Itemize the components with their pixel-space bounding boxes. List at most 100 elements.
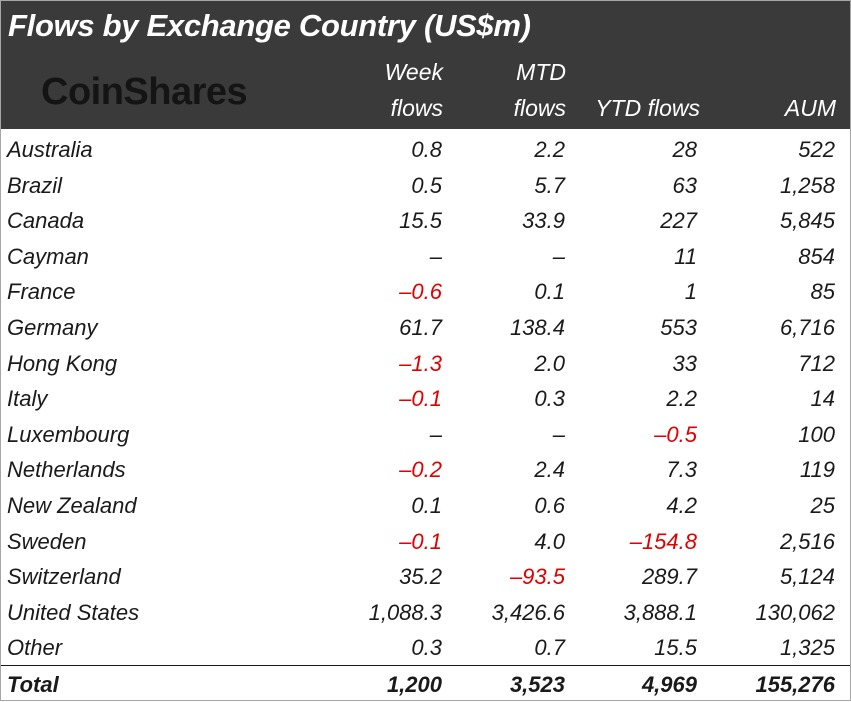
table-row: Canada 15.5 33.9 227 5,845 <box>1 202 850 238</box>
country-name-cell: New Zealand <box>7 493 137 518</box>
aum-cell: 14 <box>810 386 835 412</box>
aum-cell: 854 <box>798 243 835 269</box>
total-divider <box>1 665 850 666</box>
week-flows-cell: –0.1 <box>399 528 442 554</box>
country-name-cell: Australia <box>7 137 93 162</box>
week-flows-cell: –0.1 <box>399 386 442 412</box>
aum-cell: 5,845 <box>779 208 835 234</box>
mtd-flows-cell: 0.7 <box>534 635 565 661</box>
table-title: Flows by Exchange Country (US$m) <box>8 8 531 43</box>
column-header-line2: flows <box>513 95 566 121</box>
ytd-flows-cell: –0.5 <box>654 421 697 447</box>
ytd-flows-cell: 4.2 <box>666 493 697 518</box>
column-header-line1: MTD <box>516 59 566 85</box>
ytd-flows-cell: 553 <box>660 315 697 340</box>
mtd-flows-cell: 33.9 <box>522 208 565 234</box>
country-name-cell: United States <box>7 599 140 625</box>
ytd-flows-cell: 227 <box>660 208 697 234</box>
country-name-cell: Brazil <box>7 172 63 198</box>
country-name-cell: Netherlands <box>7 457 126 483</box>
mtd-flows-cell: 0.3 <box>534 386 565 412</box>
ytd-flows-cell: 7.3 <box>666 457 697 483</box>
aum-cell: 100 <box>798 421 835 447</box>
mtd-flows-cell: 4.0 <box>534 528 565 554</box>
ytd-flows-cell: 63 <box>672 172 697 198</box>
ytd-flows-cell: 2.2 <box>666 386 697 412</box>
table-row: Germany 61.7 138.4 553 6,716 <box>1 309 850 345</box>
table-row: Other 0.3 0.7 15.5 1,325 <box>1 629 850 665</box>
aum-cell: 522 <box>798 137 835 162</box>
column-header-line2: AUM <box>784 95 836 121</box>
week-flows-cell: 35.2 <box>399 564 442 590</box>
total-mtd-flows: 3,523 <box>509 672 565 697</box>
ytd-flows-cell: 15.5 <box>654 635 697 661</box>
table-row: Switzerland 35.2 –93.5 289.7 5,124 <box>1 558 850 594</box>
table-row: Luxembourg – – –0.5 100 <box>1 416 850 452</box>
total-ytd-flows: 4,969 <box>641 672 697 697</box>
total-week-flows: 1,200 <box>386 672 442 697</box>
aum-cell: 5,124 <box>779 564 835 590</box>
mtd-flows-cell: 2.2 <box>534 137 565 162</box>
mtd-flows-cell: 138.4 <box>509 315 565 340</box>
mtd-flows-cell: 2.0 <box>534 350 565 376</box>
week-flows-cell: 61.7 <box>399 315 442 340</box>
country-name-cell: Canada <box>7 208 85 234</box>
country-name-cell: Cayman <box>7 243 89 269</box>
table-row: Australia 0.8 2.2 28 522 <box>1 131 850 167</box>
country-name-cell: Sweden <box>7 528 87 554</box>
mtd-flows-cell: 0.6 <box>534 493 565 518</box>
column-header-ytd-flows: YTD flows <box>595 95 700 122</box>
ytd-flows-cell: 33 <box>672 350 697 376</box>
week-flows-cell: 0.5 <box>411 172 442 198</box>
week-flows-cell: 0.1 <box>411 493 442 518</box>
week-flows-cell: –1.3 <box>399 350 442 376</box>
country-name-cell: Other <box>7 635 63 661</box>
mtd-flows-cell: – <box>552 243 565 269</box>
week-flows-cell: –0.2 <box>399 457 442 483</box>
aum-cell: 1,325 <box>779 635 835 661</box>
coinshares-logo: CoinShares <box>41 71 248 113</box>
column-header-week-flows: Week flows <box>385 59 443 122</box>
aum-cell: 712 <box>798 350 835 376</box>
ytd-flows-cell: 28 <box>672 137 697 162</box>
aum-cell: 119 <box>799 457 835 483</box>
table-row: Sweden –0.1 4.0 –154.8 2,516 <box>1 523 850 559</box>
country-name-cell: France <box>7 279 76 305</box>
week-flows-cell: – <box>429 421 442 447</box>
ytd-flows-cell: 1 <box>684 279 697 305</box>
ytd-flows-cell: 289.7 <box>641 564 697 590</box>
table-row: United States 1,088.3 3,426.6 3,888.1 130,06… <box>1 594 850 630</box>
mtd-flows-cell: 2.4 <box>534 457 565 483</box>
mtd-flows-cell: 3,426.6 <box>491 599 565 625</box>
country-name-cell: Germany <box>7 315 98 340</box>
column-header-line2: YTD flows <box>595 95 700 121</box>
mtd-flows-cell: – <box>552 421 565 447</box>
aum-cell: 85 <box>810 279 835 305</box>
column-header-aum: AUM <box>785 95 836 122</box>
table-header: Flows by Exchange Country (US$m) CoinSha… <box>1 1 850 129</box>
country-name-cell: Hong Kong <box>7 350 118 376</box>
aum-cell: 2,516 <box>779 528 835 554</box>
mtd-flows-cell: 0.1 <box>534 279 565 305</box>
total-row: Total 1,200 3,523 4,969 155,276 <box>1 666 850 702</box>
mtd-flows-cell: –93.5 <box>509 564 565 590</box>
week-flows-cell: 0.3 <box>411 635 442 661</box>
column-header-mtd-flows: MTD flows <box>514 59 566 122</box>
aum-cell: 6,716 <box>779 315 835 340</box>
total-aum: 155,276 <box>755 672 835 697</box>
week-flows-cell: 0.8 <box>411 137 442 162</box>
ytd-flows-cell: 11 <box>674 243 697 269</box>
mtd-flows-cell: 5.7 <box>534 172 565 198</box>
aum-cell: 130,062 <box>755 599 835 625</box>
country-name-cell: Luxembourg <box>7 421 130 447</box>
table-row: France –0.6 0.1 1 85 <box>1 273 850 309</box>
column-header-line1: Week <box>384 59 443 85</box>
country-name-cell: Italy <box>7 386 48 412</box>
table-row: Italy –0.1 0.3 2.2 14 <box>1 380 850 416</box>
week-flows-cell: – <box>429 243 442 269</box>
week-flows-cell: –0.6 <box>399 279 442 305</box>
week-flows-cell: 1,088.3 <box>368 599 442 625</box>
country-name-cell: Switzerland <box>7 564 121 590</box>
table-row: New Zealand 0.1 0.6 4.2 25 <box>1 487 850 523</box>
